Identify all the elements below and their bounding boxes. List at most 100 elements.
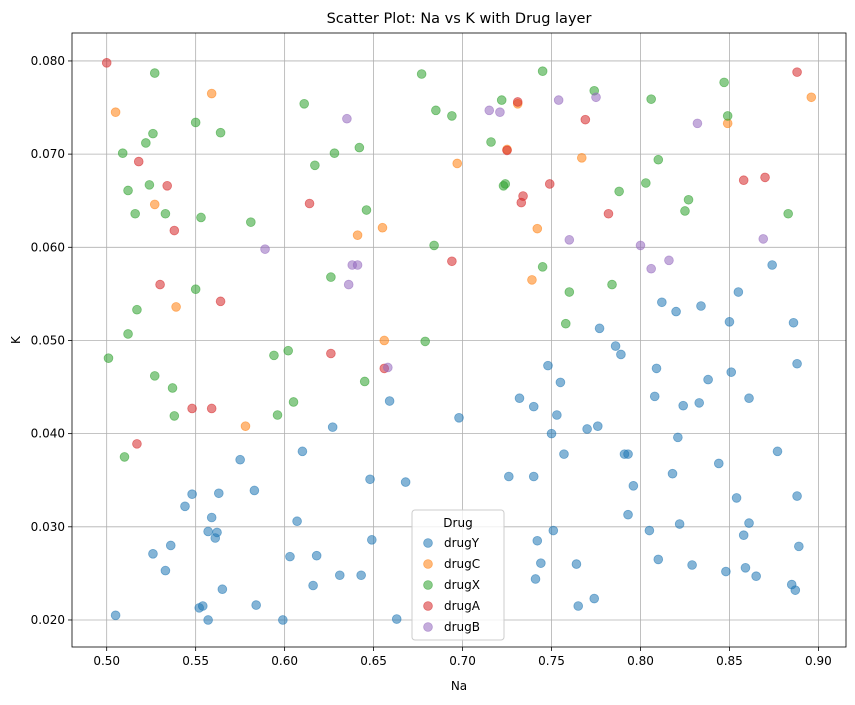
point-drugY [671, 306, 681, 317]
point-drugY [251, 600, 261, 610]
point-drugX [149, 371, 160, 381]
point-drugY [552, 410, 562, 420]
point-drugX [653, 154, 664, 165]
point-drugX [486, 137, 496, 147]
point-drugY [555, 377, 566, 388]
point-drugB [564, 235, 575, 245]
point-drugA [304, 198, 315, 209]
point-drugY [649, 391, 660, 402]
point-drugA [155, 279, 165, 290]
point-drugY [744, 518, 754, 528]
point-drugB [484, 105, 495, 116]
point-drugA [187, 403, 197, 414]
point-drugY [206, 512, 217, 523]
point-drugY [110, 610, 121, 621]
x-tick-label: 0.90 [805, 654, 832, 668]
y-tick-label: 0.050 [31, 333, 65, 347]
point-drugX [537, 66, 548, 77]
point-drugY [582, 424, 592, 434]
point-drugC [171, 302, 181, 312]
point-drugX [646, 94, 656, 104]
point-drugC [240, 421, 251, 431]
y-tick-label: 0.070 [31, 147, 65, 161]
point-drugY [160, 565, 171, 576]
point-drugB [646, 263, 656, 274]
point-drugC [532, 223, 543, 234]
legend-marker-drugX [423, 580, 433, 590]
legend-marker-drugY [423, 538, 433, 548]
legend-title: Drug [443, 516, 472, 530]
point-drugX [283, 345, 293, 356]
point-drugX [607, 279, 617, 290]
point-drugX [299, 99, 310, 109]
point-drugY [573, 601, 584, 611]
point-drugC [452, 158, 463, 169]
point-drugX [359, 376, 370, 387]
point-drugA [101, 58, 112, 68]
point-drugX [614, 186, 624, 197]
point-drugY [738, 530, 749, 540]
x-tick-label: 0.50 [93, 654, 120, 668]
point-drugY [532, 535, 543, 546]
point-drugY [559, 449, 569, 459]
point-drugA [206, 403, 217, 414]
point-drugX [560, 318, 571, 329]
point-drugY [696, 301, 706, 311]
point-drugY [528, 471, 539, 482]
point-drugY [536, 558, 546, 568]
point-drugY [148, 549, 158, 559]
point-drugX [160, 208, 171, 219]
point-drugX [420, 336, 430, 347]
point-drugY [589, 593, 600, 604]
point-drugY [203, 615, 213, 625]
point-drugY [165, 540, 176, 551]
y-tick-label: 0.060 [31, 240, 65, 254]
point-drugX [141, 138, 151, 148]
point-drugA [169, 225, 180, 236]
point-drugY [384, 396, 395, 406]
point-drugY [367, 535, 377, 545]
point-drugY [623, 509, 633, 520]
point-drugB [553, 95, 564, 105]
axis-ticks: 0.50 0.55 0.60 0.65 0.70 0.75 0.80 0.85 0.90 0.02… [31, 54, 832, 668]
point-drugY [767, 260, 777, 270]
point-drugY [504, 471, 514, 482]
point-drugY [292, 516, 302, 527]
point-drugX [641, 178, 651, 188]
point-drugA [326, 348, 336, 359]
point-drugX [683, 194, 694, 205]
point-drugC [352, 230, 363, 240]
point-drugX [329, 148, 340, 158]
point-drugA [603, 208, 614, 219]
point-drugY [703, 374, 713, 385]
point-drugX [719, 77, 729, 88]
legend-label-drugC: drugC [444, 557, 480, 571]
point-drugY [673, 432, 683, 443]
point-drugC [527, 275, 537, 285]
point-drugX [144, 180, 155, 190]
point-drugX [123, 329, 133, 339]
point-drugY [180, 501, 190, 512]
point-drugA [215, 296, 226, 307]
point-drugY [678, 400, 688, 411]
point-drugY [751, 571, 761, 581]
point-drugX [496, 95, 507, 105]
point-drugX [196, 212, 206, 223]
point-drugC [576, 153, 587, 163]
point-drugY [628, 481, 639, 491]
point-drugA [518, 191, 528, 201]
x-tick-label: 0.75 [538, 654, 565, 668]
point-drugX [783, 208, 793, 219]
point-drugY [311, 550, 322, 561]
point-drugX [190, 117, 201, 128]
legend-label-drugX: drugX [444, 578, 480, 592]
legend-box [411, 509, 505, 641]
point-drugY [721, 566, 731, 577]
y-tick-label: 0.040 [31, 427, 65, 441]
point-drugY [713, 458, 724, 469]
point-drugC [377, 222, 388, 233]
point-drugB [758, 234, 769, 244]
point-drugY [788, 317, 799, 328]
point-drugY [528, 401, 539, 412]
